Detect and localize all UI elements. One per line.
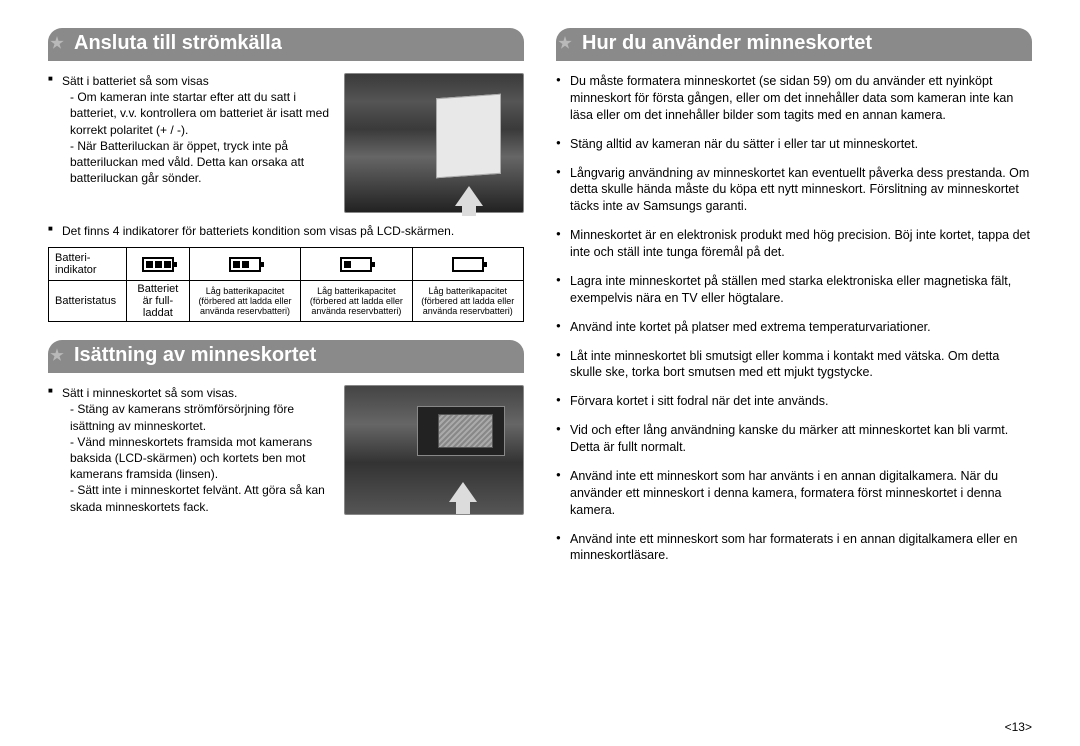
batt-icon-0 (412, 248, 523, 281)
header-text: Isättning av minneskortet (74, 344, 316, 366)
section-header-usage: Hur du använder minneskortet (556, 28, 1032, 61)
indicator-lead: Det finns 4 indikatorer för batteriets k… (48, 223, 524, 239)
section-header-power: Ansluta till strömkälla (48, 28, 524, 61)
table-row2-head: Batteristatus (49, 281, 127, 322)
bullet-8: Förvara kortet i sitt fodral när det int… (556, 393, 1032, 410)
battery-illustration (344, 73, 524, 213)
status-low-2: Låg batterikapacitet (förbered att ladda… (301, 281, 412, 322)
memcard-lead: Sätt i minneskortet så som visas. - Stän… (48, 385, 334, 515)
memcard-insert-block: Sätt i minneskortet så som visas. - Stän… (48, 385, 524, 523)
bullet-1: Du måste formatera minneskortet (se sida… (556, 73, 1032, 124)
bullet-7: Låt inte minneskortet bli smutsigt eller… (556, 348, 1032, 382)
bullet-5: Lagra inte minneskortet på ställen med s… (556, 273, 1032, 307)
battery-lead: Sätt i batteriet så som visas - Om kamer… (48, 73, 334, 186)
batt-icon-3 (127, 248, 190, 281)
header-text: Ansluta till strömkälla (74, 32, 282, 54)
bullet-2: Stäng alltid av kameran när du sätter i … (556, 136, 1032, 153)
right-column: Hur du använder minneskortet Du måste fo… (556, 28, 1032, 576)
memcard-illustration (344, 385, 524, 515)
left-column: Ansluta till strömkälla Sätt i batteriet… (48, 28, 524, 576)
header-text: Hur du använder minneskortet (582, 32, 872, 54)
bullet-9: Vid och efter lång användning kanske du … (556, 422, 1032, 456)
bullet-10: Använd inte ett minneskort som har använ… (556, 468, 1032, 519)
bullet-3: Långvarig användning av minneskortet kan… (556, 165, 1032, 216)
page-number: <13> (1005, 720, 1032, 734)
status-low-3: Låg batterikapacitet (förbered att ladda… (412, 281, 523, 322)
status-full: Batteriet är full-laddat (127, 281, 190, 322)
battery-status-table: Batteri- indikator Batteristatus Batteri… (48, 247, 524, 322)
bullet-6: Använd inte kortet på platser med extrem… (556, 319, 1032, 336)
status-low-1: Låg batterikapacitet (förbered att ladda… (189, 281, 300, 322)
battery-insert-block: Sätt i batteriet så som visas - Om kamer… (48, 73, 524, 213)
section-header-memcard: Isättning av minneskortet (48, 340, 524, 373)
table-row1-head: Batteri- indikator (49, 248, 127, 281)
batt-icon-2 (189, 248, 300, 281)
bullet-11: Använd inte ett minneskort som har forma… (556, 531, 1032, 565)
batt-icon-1 (301, 248, 412, 281)
bullet-4: Minneskortet är en elektronisk produkt m… (556, 227, 1032, 261)
